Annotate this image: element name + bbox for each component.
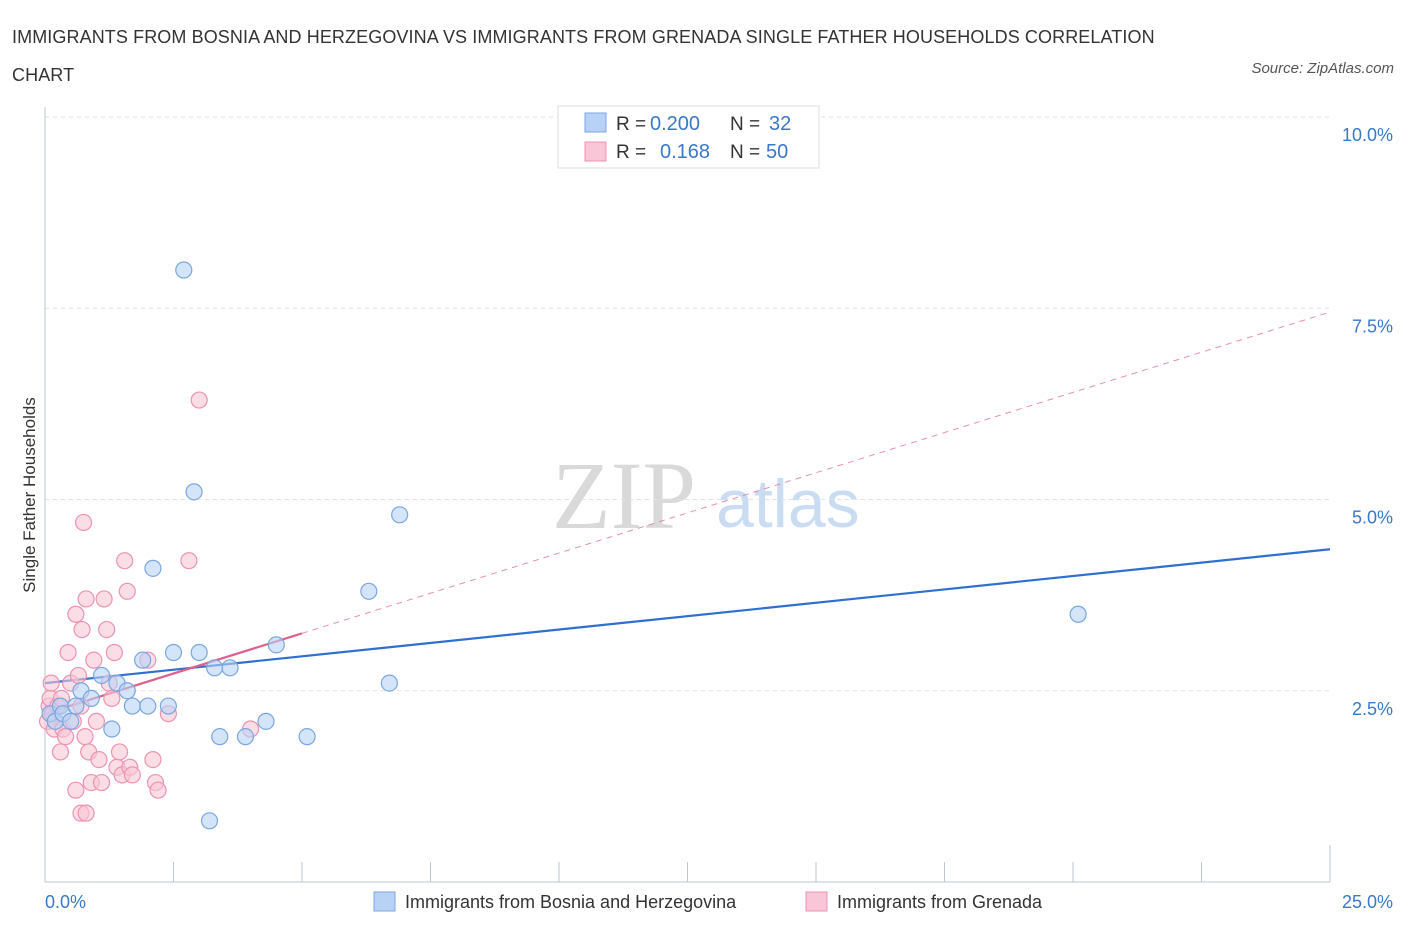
- point-bosnia: [190, 643, 208, 662]
- y-tick-label: 2.5%: [1352, 699, 1393, 719]
- point-grenada: [76, 728, 94, 746]
- point-grenada: [67, 605, 85, 623]
- point-grenada: [123, 766, 141, 784]
- point-grenada: [90, 750, 108, 769]
- point-bosnia: [1069, 605, 1087, 623]
- legend-swatch-grenada: [584, 141, 607, 162]
- data-points: [38, 261, 1087, 830]
- point-bosnia: [62, 712, 80, 730]
- point-grenada: [67, 781, 85, 799]
- grid: [45, 116, 1330, 692]
- point-bosnia: [92, 666, 111, 685]
- point-bosnia: [82, 689, 100, 708]
- bottom-legend-swatch-bosnia: [373, 891, 396, 912]
- legend-n-label-bosnia: N =: [730, 114, 760, 135]
- point-grenada: [103, 689, 121, 708]
- point-bosnia: [185, 483, 203, 501]
- point-grenada: [190, 391, 208, 409]
- axes: 2.5% 5.0% 7.5% 10.0% 0.0% 25.0%: [44, 107, 1393, 912]
- point-bosnia: [139, 697, 157, 715]
- point-bosnia: [380, 674, 398, 692]
- watermark-zip: ZIP: [552, 442, 696, 549]
- bottom-legend-swatch-grenada: [805, 891, 828, 912]
- y-axis-title: Single Father Households: [20, 397, 39, 593]
- trend-line-grenada-extension: [301, 311, 1331, 634]
- point-grenada: [149, 781, 167, 799]
- point-grenada: [144, 750, 162, 769]
- point-grenada: [87, 712, 106, 730]
- legend-r-label-bosnia: R =: [616, 114, 646, 135]
- point-bosnia: [123, 697, 141, 715]
- point-bosnia: [67, 697, 85, 715]
- point-grenada: [85, 651, 103, 669]
- bottom-legend: Immigrants from Bosnia and Herzegovina I…: [373, 891, 1043, 912]
- point-bosnia: [391, 506, 409, 524]
- watermark-atlas: atlas: [716, 466, 860, 542]
- legend-n-label-grenada: N =: [730, 142, 760, 163]
- legend-r-label-grenada: R =: [616, 142, 646, 163]
- point-bosnia: [236, 728, 255, 746]
- legend-r-value-bosnia: 0.200: [650, 113, 700, 135]
- point-grenada: [110, 743, 129, 761]
- point-grenada: [180, 552, 198, 570]
- point-grenada: [116, 552, 134, 570]
- point-grenada: [118, 582, 136, 600]
- point-grenada: [77, 804, 95, 822]
- point-bosnia: [360, 582, 378, 600]
- point-grenada: [73, 620, 91, 639]
- point-grenada: [95, 590, 113, 608]
- top-legend: R = 0.200 N = 32 R = 0.168 N = 50: [557, 105, 820, 169]
- y-tick-label: 7.5%: [1352, 316, 1393, 336]
- bottom-legend-label-bosnia: Immigrants from Bosnia and Herzegovina: [405, 892, 737, 912]
- point-bosnia: [267, 636, 285, 654]
- legend-swatch-bosnia: [584, 112, 607, 133]
- point-grenada: [77, 590, 95, 608]
- point-bosnia: [164, 643, 183, 662]
- x-tick-label: 25.0%: [1342, 892, 1393, 912]
- y-tick-label: 5.0%: [1352, 508, 1393, 528]
- point-grenada: [92, 773, 111, 792]
- point-bosnia: [206, 659, 224, 677]
- point-bosnia: [134, 651, 152, 669]
- legend-r-value-grenada: 0.168: [660, 141, 710, 163]
- bottom-legend-label-grenada: Immigrants from Grenada: [837, 892, 1043, 912]
- point-grenada: [51, 743, 70, 761]
- point-bosnia: [103, 720, 121, 738]
- point-grenada: [69, 666, 88, 685]
- point-grenada: [59, 643, 77, 662]
- x-tick-label: 0.0%: [45, 892, 86, 912]
- chart-title: IMMIGRANTS FROM BOSNIA AND HERZEGOVINA V…: [12, 27, 1155, 85]
- point-grenada: [105, 643, 123, 662]
- trend-line-bosnia: [44, 548, 1331, 685]
- point-bosnia: [221, 659, 239, 677]
- point-bosnia: [159, 697, 177, 715]
- y-tick-label: 10.0%: [1342, 125, 1393, 145]
- point-grenada: [74, 513, 93, 532]
- point-bosnia: [211, 728, 229, 746]
- point-grenada: [98, 620, 116, 639]
- point-bosnia: [298, 728, 316, 746]
- point-bosnia: [200, 812, 219, 830]
- point-grenada: [42, 674, 60, 692]
- legend-n-value-grenada: 50: [766, 141, 788, 163]
- legend-n-value-bosnia: 32: [769, 113, 791, 135]
- point-bosnia: [175, 261, 193, 279]
- source-credit: Source: ZipAtlas.com: [1251, 60, 1394, 77]
- point-bosnia: [144, 559, 162, 577]
- point-bosnia: [118, 682, 136, 700]
- point-grenada: [56, 728, 75, 746]
- point-bosnia: [257, 712, 275, 730]
